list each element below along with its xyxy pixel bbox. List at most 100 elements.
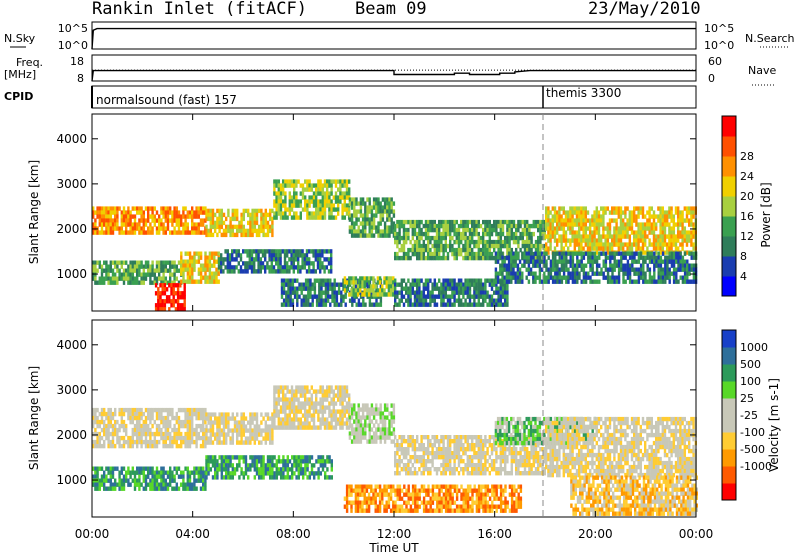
range-cell xyxy=(375,286,378,291)
range-cell xyxy=(100,443,104,449)
range-cell xyxy=(282,215,285,220)
range-cell xyxy=(305,269,309,274)
range-cell xyxy=(466,294,469,299)
range-cell xyxy=(251,416,254,421)
range-cell xyxy=(315,393,318,398)
range-cell xyxy=(153,222,156,227)
range-cell xyxy=(350,403,354,408)
range-cell xyxy=(295,211,298,216)
range-cell xyxy=(290,215,294,220)
range-cell xyxy=(220,212,223,218)
range-cell xyxy=(573,271,577,276)
range-cell xyxy=(666,250,669,255)
range-cell xyxy=(131,415,134,421)
range-cell xyxy=(626,206,629,211)
range-cell xyxy=(286,249,289,254)
range-cell xyxy=(666,275,669,280)
range-cell xyxy=(507,275,511,280)
range-cell xyxy=(207,428,210,433)
range-cell xyxy=(499,247,502,253)
range-cell xyxy=(319,257,322,262)
range-cell xyxy=(578,251,581,256)
range-cell xyxy=(249,432,252,437)
range-cell xyxy=(166,214,170,219)
range-cell xyxy=(319,401,322,406)
range-cell xyxy=(154,291,158,296)
range-cell xyxy=(242,420,245,425)
range-cell xyxy=(253,216,256,222)
range-cell xyxy=(584,271,588,276)
range-cell xyxy=(295,385,298,390)
range-cell xyxy=(218,420,221,425)
range-cell xyxy=(424,298,428,303)
range-cell xyxy=(308,401,311,406)
range-cell xyxy=(92,214,95,219)
range-cell xyxy=(271,432,274,437)
range-cell xyxy=(587,275,590,280)
range-cell xyxy=(440,247,443,253)
range-cell xyxy=(392,276,395,281)
range-cell xyxy=(287,282,290,287)
range-cell xyxy=(657,218,660,223)
range-cell xyxy=(451,219,454,225)
range-cell xyxy=(227,208,230,214)
range-cell xyxy=(440,235,443,241)
range-cell xyxy=(294,253,298,258)
range-cell xyxy=(692,234,695,239)
range-cell xyxy=(286,253,289,258)
range-cell xyxy=(635,222,638,227)
range-cell xyxy=(595,255,599,260)
range-cell xyxy=(547,234,550,239)
range-cell xyxy=(681,226,684,231)
range-cell xyxy=(466,302,469,307)
range-cell xyxy=(92,415,95,421)
range-cell xyxy=(418,302,421,307)
range-cell xyxy=(624,226,627,231)
range-cell xyxy=(333,278,336,283)
range-cell xyxy=(453,294,456,299)
range-cell xyxy=(648,214,651,219)
range-cell xyxy=(507,271,511,276)
range-cell xyxy=(624,230,627,235)
range-cell xyxy=(151,415,154,421)
range-cell xyxy=(164,435,167,441)
range-cell xyxy=(319,199,322,204)
range-cell xyxy=(325,257,328,262)
range-cell xyxy=(545,267,548,272)
range-cell xyxy=(486,251,489,257)
range-cell xyxy=(286,215,289,220)
range-cell xyxy=(133,439,137,445)
range-cell xyxy=(164,443,167,449)
range-cell xyxy=(197,407,200,413)
range-cell xyxy=(321,401,324,406)
range-cell xyxy=(366,217,369,222)
range-cell xyxy=(217,267,220,272)
range-cell xyxy=(683,234,686,239)
range-cell xyxy=(202,439,205,445)
range-cell xyxy=(466,286,469,291)
range-cell xyxy=(453,219,456,225)
range-cell xyxy=(311,282,314,287)
range-cell xyxy=(359,229,363,234)
range-cell xyxy=(368,302,372,307)
range-cell xyxy=(191,435,194,441)
range-cell xyxy=(173,214,176,219)
range-cell xyxy=(191,407,194,413)
range-cell xyxy=(482,227,485,233)
range-cell xyxy=(231,224,234,230)
range-cell xyxy=(508,231,511,237)
range-cell xyxy=(578,218,581,223)
range-cell xyxy=(350,205,354,210)
range-cell xyxy=(153,407,156,413)
range-cell xyxy=(204,206,207,211)
range-cell xyxy=(518,275,522,280)
range-cell xyxy=(677,251,680,256)
range-cell xyxy=(523,239,527,245)
range-cell xyxy=(501,275,504,280)
range-cell xyxy=(377,221,380,226)
range-cell xyxy=(615,242,618,247)
range-cell xyxy=(312,195,316,200)
range-cell xyxy=(606,206,609,211)
range-cell xyxy=(591,242,594,247)
range-cell xyxy=(438,231,441,237)
